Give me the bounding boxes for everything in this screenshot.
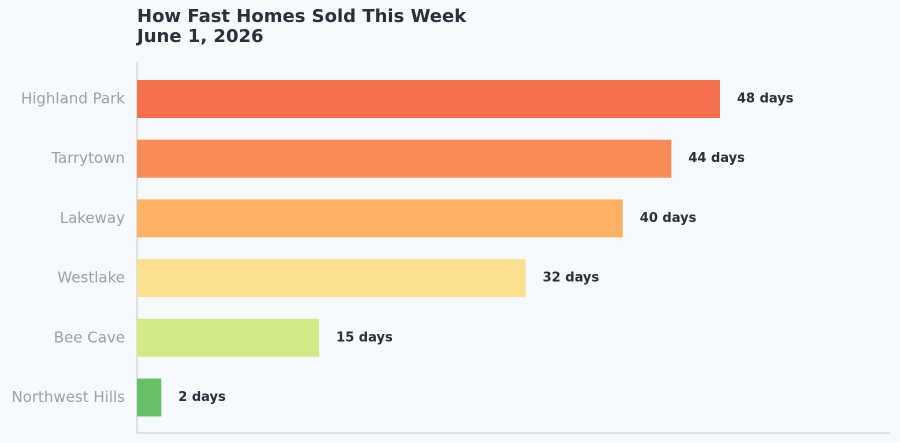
value-label: 32 days xyxy=(543,271,600,286)
value-label: 40 days xyxy=(640,211,697,226)
bar xyxy=(137,318,320,357)
bar xyxy=(137,199,623,238)
y-tick-label: Westlake xyxy=(57,269,125,287)
chart-title: How Fast Homes Sold This Week xyxy=(137,6,467,27)
bar xyxy=(137,139,672,178)
y-tick-label: Bee Cave xyxy=(54,328,125,346)
value-label: 44 days xyxy=(688,151,745,166)
chart-subtitle: June 1, 2026 xyxy=(135,26,264,47)
y-tick-label: Lakeway xyxy=(60,209,125,227)
value-label: 15 days xyxy=(336,330,393,345)
y-tick-label: Highland Park xyxy=(21,90,125,108)
value-label: 2 days xyxy=(178,390,226,405)
value-label: 48 days xyxy=(737,92,794,107)
bar xyxy=(137,259,526,298)
bar xyxy=(137,378,162,417)
y-tick-label: Northwest Hills xyxy=(11,388,125,406)
y-tick-label: Tarrytown xyxy=(50,149,125,167)
bar xyxy=(137,80,720,118)
